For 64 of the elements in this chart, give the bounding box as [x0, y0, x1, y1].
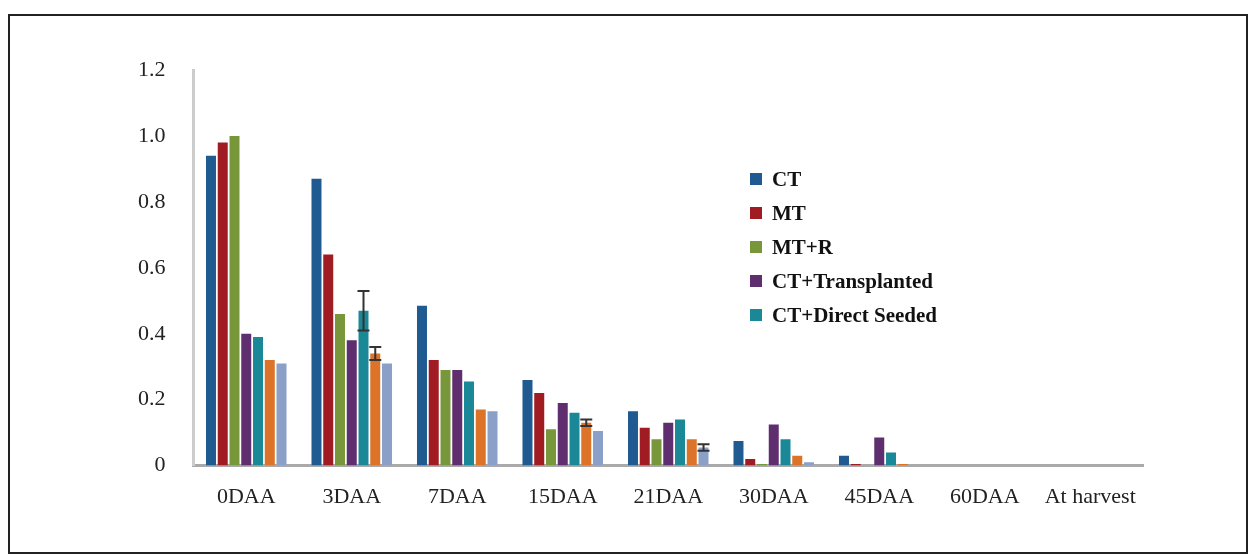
bar [581, 422, 592, 466]
bar [323, 254, 334, 466]
x-tick-label: 7DAA [427, 482, 487, 508]
bar [370, 353, 381, 466]
legend-label: MT [772, 200, 806, 226]
bar [428, 360, 439, 466]
x-tick-label: At harvest [1044, 482, 1136, 508]
bar [838, 455, 849, 466]
y-tick-label: 0 [154, 451, 166, 477]
bar [253, 337, 263, 466]
bar [264, 360, 275, 466]
x-tick-label: 3DAA [322, 482, 382, 508]
bar [217, 142, 228, 466]
bar [276, 363, 287, 466]
bar [416, 305, 427, 466]
bar [229, 135, 240, 466]
x-tick-label: 30DAA [738, 482, 809, 508]
bar [792, 455, 803, 466]
x-tick-label: 0DAA [216, 482, 276, 508]
bar [651, 439, 662, 466]
bar [464, 381, 474, 466]
bar [546, 429, 556, 466]
y-tick-label: 0.6 [138, 253, 166, 279]
bar [686, 439, 697, 466]
bar [205, 155, 216, 466]
bar [487, 411, 498, 466]
bar [440, 370, 451, 466]
bar [593, 430, 604, 466]
y-tick-label: 0.4 [138, 319, 166, 345]
legend-label: CT+Transplanted [772, 268, 933, 294]
bar [534, 393, 545, 466]
bar [874, 437, 885, 466]
y-tick-label: 1.0 [138, 121, 166, 147]
bar [745, 459, 756, 466]
bar [780, 439, 791, 466]
bar [358, 310, 369, 466]
bar [663, 422, 674, 466]
bar [382, 363, 393, 466]
bar [733, 440, 744, 466]
x-tick-label: 15DAA [527, 482, 598, 508]
x-tick-label: 45DAA [844, 482, 915, 508]
bar [452, 370, 463, 466]
bar [241, 333, 252, 466]
bar [639, 427, 650, 466]
y-tick-label: 1.2 [138, 55, 166, 81]
legend-label: CT+Direct Seeded [772, 302, 937, 328]
bar [346, 340, 357, 466]
bar [627, 411, 638, 466]
y-tick-label: 0.8 [138, 187, 166, 213]
bar [675, 419, 685, 466]
bar [522, 379, 533, 466]
bar [335, 313, 345, 466]
y-tick-label: 0.2 [138, 385, 166, 411]
bar [311, 178, 322, 466]
bar [557, 402, 568, 466]
bar [475, 409, 486, 466]
bar [569, 412, 580, 466]
legend-label: MT+R [772, 234, 833, 260]
bar [768, 424, 779, 466]
bar [804, 462, 815, 466]
x-tick-label: 60DAA [949, 482, 1020, 508]
bar [886, 452, 896, 466]
legend-label: CT [772, 166, 802, 192]
x-tick-label: 21DAA [633, 482, 704, 508]
